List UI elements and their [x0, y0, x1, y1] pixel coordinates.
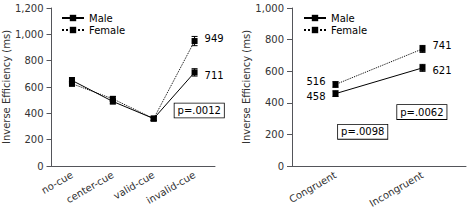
svg-text:949: 949	[205, 33, 224, 44]
svg-text:p=.0012: p=.0012	[178, 105, 221, 116]
svg-text:Incongruent: Incongruent	[367, 169, 425, 209]
svg-text:200: 200	[24, 134, 43, 145]
svg-text:621: 621	[433, 65, 452, 76]
svg-text:Female: Female	[331, 25, 367, 36]
svg-text:Inverse Efficiency (ms): Inverse Efficiency (ms)	[1, 30, 12, 144]
svg-text:800: 800	[265, 34, 284, 45]
svg-text:Male: Male	[89, 13, 113, 24]
svg-text:p=.0098: p=.0098	[341, 126, 384, 137]
svg-text:valid-cue: valid-cue	[111, 169, 157, 202]
svg-text:741: 741	[433, 40, 452, 51]
svg-text:Female: Female	[89, 25, 125, 36]
svg-text:516: 516	[306, 76, 325, 87]
svg-text:400: 400	[265, 97, 284, 108]
svg-text:458: 458	[306, 91, 325, 102]
svg-text:0: 0	[37, 161, 43, 172]
svg-text:600: 600	[265, 66, 284, 77]
svg-text:1,000: 1,000	[15, 29, 44, 40]
svg-text:p=.0062: p=.0062	[400, 107, 443, 118]
svg-text:Congruent: Congruent	[287, 169, 338, 205]
svg-text:1,000: 1,000	[255, 3, 284, 14]
svg-text:1,200: 1,200	[15, 3, 44, 14]
svg-text:Inverse Efficiency (ms): Inverse Efficiency (ms)	[241, 30, 252, 144]
svg-text:400: 400	[24, 108, 43, 119]
svg-text:200: 200	[265, 129, 284, 140]
svg-text:Male: Male	[331, 13, 355, 24]
svg-text:711: 711	[205, 70, 224, 81]
svg-text:center-cue: center-cue	[64, 169, 115, 205]
svg-text:invalid-cue: invalid-cue	[145, 169, 198, 206]
svg-text:0: 0	[278, 161, 284, 172]
svg-text:600: 600	[24, 82, 43, 93]
svg-text:no-cue: no-cue	[39, 169, 75, 196]
svg-text:800: 800	[24, 55, 43, 66]
